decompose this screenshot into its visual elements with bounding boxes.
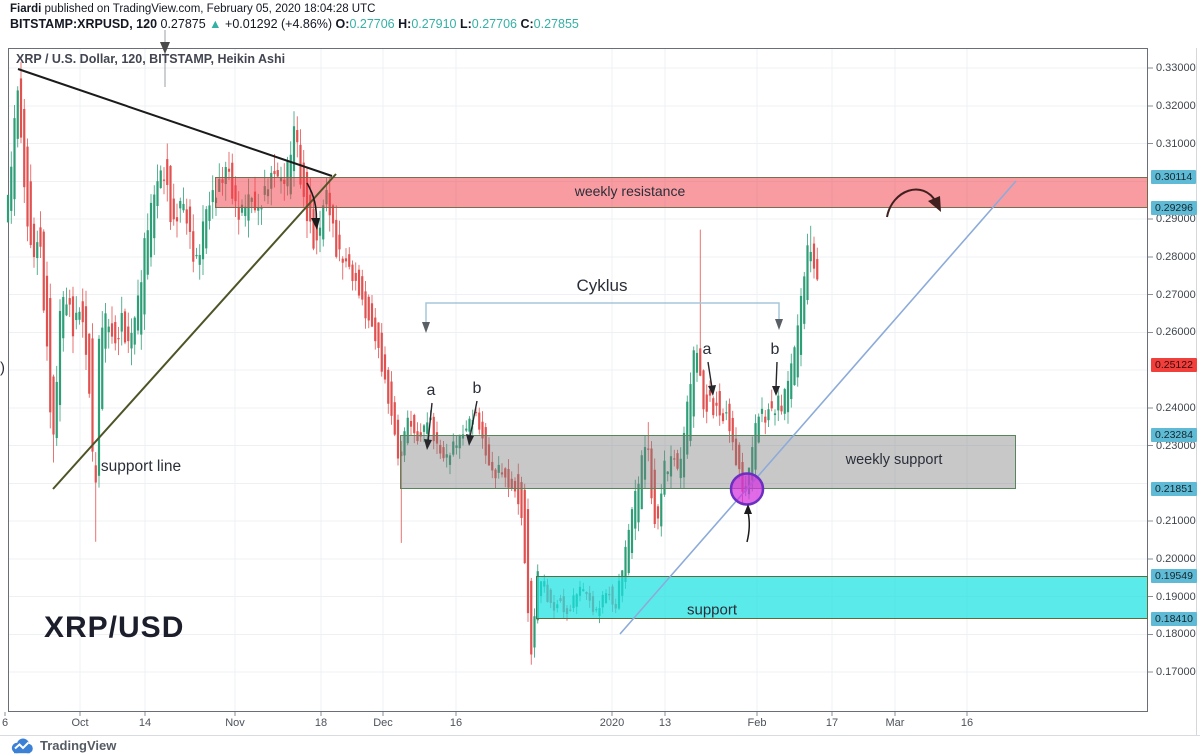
open-label: O: bbox=[335, 17, 350, 31]
weekly-support-label: weekly support bbox=[845, 452, 943, 468]
tradingview-logo[interactable]: TradingView bbox=[10, 736, 116, 755]
tradingview-brand-text: TradingView bbox=[40, 738, 117, 753]
weekly-support-zone[interactable] bbox=[400, 435, 1016, 489]
open-value: 0.27706 bbox=[349, 17, 395, 31]
time-tick-nov: Nov bbox=[225, 717, 245, 729]
up-arrow-icon: ▲ bbox=[209, 17, 222, 31]
high-label: H: bbox=[398, 17, 412, 31]
price-level-badge-0.21851: 0.21851 bbox=[1151, 481, 1197, 496]
time-tick-mar: Mar bbox=[885, 717, 905, 729]
time-tick-13: 13 bbox=[658, 717, 672, 729]
price-tick-0.19000: 0.19000 bbox=[1156, 590, 1196, 603]
price-tick-0.21000: 0.21000 bbox=[1156, 515, 1196, 527]
apex-breakdown-arrow[interactable] bbox=[306, 182, 320, 230]
price-level-badge-0.29296: 0.29296 bbox=[1151, 200, 1197, 215]
weekly-resistance-zone[interactable] bbox=[215, 177, 1148, 208]
low-label: L: bbox=[459, 17, 472, 31]
close-label: C: bbox=[520, 17, 534, 31]
cyklus-label: Cyklus bbox=[576, 276, 628, 295]
price-tick-0.17000: 0.17000 bbox=[1156, 666, 1196, 678]
time-tick-17: 17 bbox=[825, 717, 839, 729]
a1-arrow[interactable] bbox=[424, 402, 433, 450]
support-line-label: support line bbox=[100, 458, 182, 475]
publish-text: published on TradingView.com, February 0… bbox=[41, 3, 376, 15]
chart-canvas[interactable] bbox=[8, 48, 1148, 712]
price-tick-0.29000: 0.29000 bbox=[1156, 213, 1196, 225]
time-tick-16: 16 bbox=[449, 717, 463, 729]
down-arrow-marker[interactable] bbox=[160, 30, 170, 87]
axis-right-border bbox=[1196, 48, 1197, 735]
a2-arrow[interactable] bbox=[707, 361, 716, 396]
price-axis[interactable]: 0.33000 0.32000 0.31000 0.29000 0.28000 0.270… bbox=[1148, 48, 1198, 712]
author-name: Fiardi bbox=[10, 3, 42, 15]
weekly-resistance-label: weekly resistance bbox=[574, 183, 686, 199]
descending-trendline[interactable] bbox=[17, 68, 333, 177]
wave-a1-label: a bbox=[426, 382, 436, 399]
publish-info: Fiardi published on TradingView.com, Feb… bbox=[10, 3, 375, 15]
price-level-badge-0.23284: 0.23284 bbox=[1151, 427, 1197, 442]
price-tick-0.18000: 0.18000 bbox=[1156, 628, 1196, 641]
price-level-badge-0.30114: 0.30114 bbox=[1151, 169, 1197, 184]
wave-a2-label: a bbox=[702, 341, 712, 358]
cyklus-bracket[interactable] bbox=[422, 302, 783, 333]
retest-arc-arrow[interactable] bbox=[886, 188, 941, 218]
support-zone[interactable] bbox=[536, 576, 1148, 619]
price-tick-0.24000: 0.24000 bbox=[1156, 401, 1196, 414]
price-tick-0.32000: 0.32000 bbox=[1156, 99, 1196, 112]
axis-bottom-border bbox=[0, 735, 1200, 736]
entry-circle[interactable] bbox=[729, 472, 765, 506]
ticker-line: BITSTAMP:XRPUSD, 120 0.27875 ▲ +0.01292 … bbox=[10, 17, 579, 31]
time-tick-oct: Oct bbox=[71, 717, 89, 729]
support-trendline[interactable] bbox=[52, 173, 337, 490]
b1-arrow[interactable] bbox=[466, 400, 478, 446]
price-tick-0.26000: 0.26000 bbox=[1156, 326, 1196, 339]
price-level-badge-0.19549: 0.19549 bbox=[1151, 568, 1197, 583]
price-change: +0.01292 (+4.86%) bbox=[225, 17, 333, 31]
price-tick-0.20000: 0.20000 bbox=[1156, 552, 1196, 565]
entry-pointer-arrow[interactable] bbox=[744, 504, 752, 543]
time-axis[interactable]: 6 Oct 14 Nov 18 Dec 16 2020 13 Feb 17 Mar 16 bbox=[0, 712, 1200, 735]
symbol-interval: BITSTAMP:XRPUSD, 120 bbox=[10, 17, 158, 31]
close-value: 0.27855 bbox=[533, 17, 579, 31]
chart-legend: XRP / U.S. Dollar, 120, BITSTAMP, Heikin… bbox=[16, 52, 286, 66]
clipped-paren-label: ) bbox=[0, 359, 5, 377]
price-level-badge-0.25122: 0.25122 bbox=[1151, 358, 1197, 373]
time-tick-2020: 2020 bbox=[599, 717, 625, 729]
b2-arrow[interactable] bbox=[772, 361, 780, 396]
low-value: 0.27706 bbox=[471, 17, 517, 31]
time-tick-16: 16 bbox=[960, 717, 974, 729]
price-tick-0.33000: 0.33000 bbox=[1156, 62, 1196, 74]
price-level-badge-0.18410: 0.18410 bbox=[1151, 611, 1197, 626]
time-tick-6: 6 bbox=[1, 717, 9, 729]
price-tick-0.27000: 0.27000 bbox=[1156, 288, 1196, 301]
wave-b1-label: b bbox=[472, 380, 482, 397]
pair-watermark: XRP/USD bbox=[44, 611, 185, 644]
last-price: 0.27875 bbox=[160, 17, 206, 31]
uptrend-line[interactable] bbox=[619, 180, 1017, 635]
price-tick-0.23000: 0.23000 bbox=[1156, 439, 1196, 452]
time-tick-14: 14 bbox=[138, 717, 152, 729]
time-tick-18: 18 bbox=[314, 717, 328, 729]
wave-b2-label: b bbox=[770, 341, 780, 358]
high-value: 0.27910 bbox=[411, 17, 457, 31]
price-tick-0.28000: 0.28000 bbox=[1156, 250, 1196, 263]
tradingview-cloud-icon bbox=[11, 738, 33, 753]
price-tick-0.31000: 0.31000 bbox=[1156, 137, 1196, 150]
support-label: support bbox=[686, 601, 738, 619]
time-tick-dec: Dec bbox=[373, 717, 393, 729]
time-tick-feb: Feb bbox=[747, 717, 767, 729]
